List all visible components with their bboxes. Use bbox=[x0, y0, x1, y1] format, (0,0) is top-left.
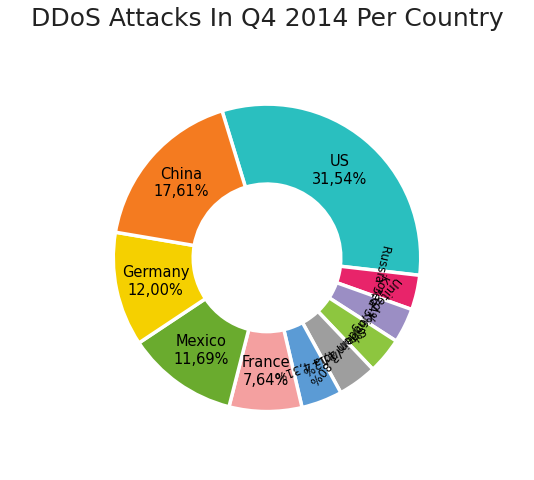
Text: Korea 3,65%: Korea 3,65% bbox=[347, 272, 391, 344]
Text: United Kingdom 3,80%: United Kingdom 3,80% bbox=[307, 274, 403, 387]
Wedge shape bbox=[113, 232, 206, 343]
Text: Spain 4,12%: Spain 4,12% bbox=[300, 323, 368, 377]
Title: DDoS Attacks In Q4 2014 Per Country: DDoS Attacks In Q4 2014 Per Country bbox=[30, 7, 504, 31]
Wedge shape bbox=[318, 298, 396, 369]
Wedge shape bbox=[115, 111, 246, 246]
Wedge shape bbox=[139, 299, 249, 407]
Text: Germany
12,00%: Germany 12,00% bbox=[122, 265, 190, 298]
Text: Mexico
11,69%: Mexico 11,69% bbox=[174, 335, 229, 367]
Wedge shape bbox=[222, 104, 421, 276]
Text: US
31,54%: US 31,54% bbox=[312, 154, 367, 187]
Wedge shape bbox=[336, 266, 420, 310]
Text: France
7,64%: France 7,64% bbox=[241, 355, 290, 388]
Wedge shape bbox=[229, 329, 302, 411]
Text: China
17,61%: China 17,61% bbox=[154, 167, 209, 199]
Wedge shape bbox=[329, 283, 412, 341]
Wedge shape bbox=[284, 323, 341, 408]
Text: Russia 3,64%: Russia 3,64% bbox=[363, 244, 393, 324]
Text: India 4,31%: India 4,31% bbox=[273, 346, 343, 383]
Wedge shape bbox=[302, 312, 373, 393]
